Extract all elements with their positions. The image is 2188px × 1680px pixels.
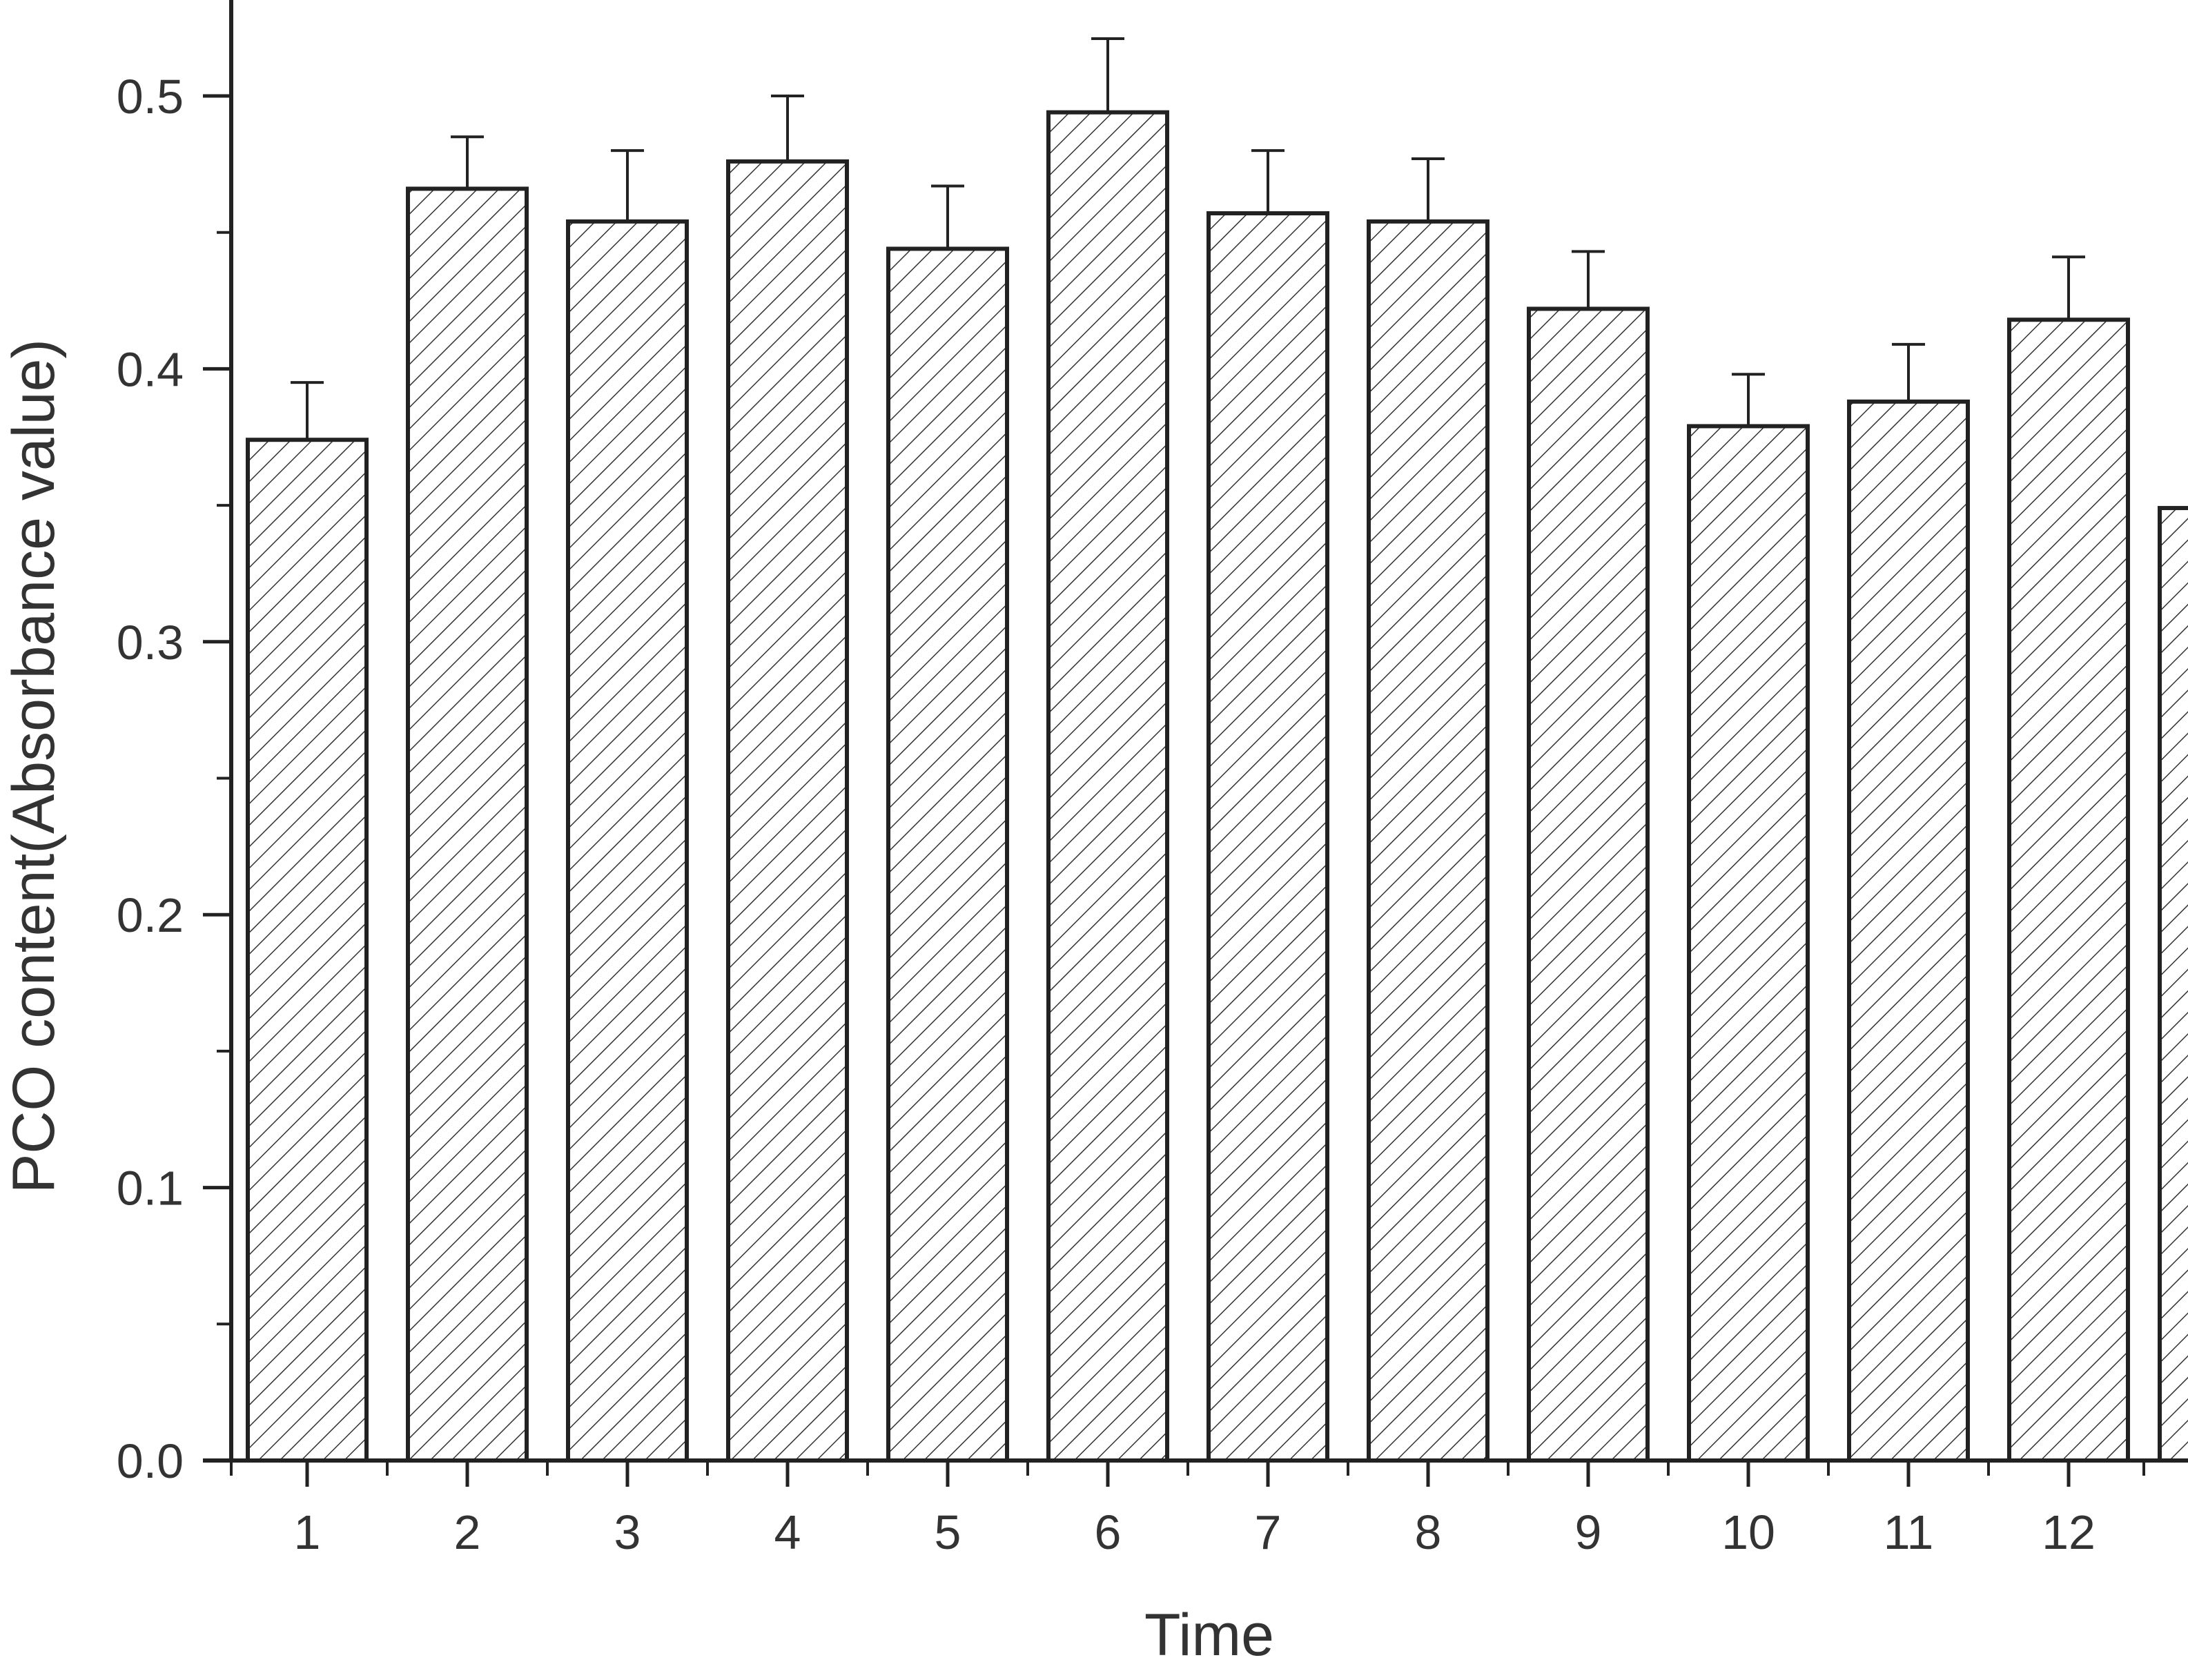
- y-tick-label: 0.1: [117, 1162, 184, 1215]
- bar-11: [1847, 399, 1970, 1463]
- x-tick-label: 7: [1255, 1505, 1282, 1559]
- bar-7: [1207, 211, 1329, 1463]
- y-tick-label: 0.0: [117, 1434, 184, 1488]
- bar-3: [566, 219, 689, 1463]
- bar-10: [1687, 424, 1810, 1463]
- error-bars-group: [291, 37, 2085, 440]
- x-tick-label: 10: [1721, 1505, 1775, 1559]
- bar-1: [246, 438, 369, 1463]
- bar-5: [886, 246, 1009, 1463]
- y-axis-title: PCO content(Absorbance value): [1, 339, 67, 1193]
- x-tick-label: 5: [935, 1505, 961, 1559]
- x-tick-label: 4: [774, 1505, 801, 1559]
- x-tick-label: 12: [2042, 1505, 2096, 1559]
- bar-4: [726, 159, 849, 1463]
- bar-8: [1367, 219, 1489, 1463]
- y-tick-label: 0.3: [117, 616, 184, 670]
- bar-13: [2158, 506, 2188, 1463]
- x-tick-label: 6: [1095, 1505, 1122, 1559]
- bar-6: [1046, 110, 1169, 1463]
- x-tick-label: 3: [614, 1505, 641, 1559]
- bars-group: [246, 110, 2188, 1463]
- axes-group: [203, 0, 2185, 1487]
- y-tick-label: 0.2: [117, 888, 184, 942]
- y-tick-label: 0.5: [117, 70, 184, 124]
- x-tick-label: 2: [454, 1505, 481, 1559]
- x-tick-label: 8: [1415, 1505, 1442, 1559]
- labels-group: 0.00.10.20.30.40.512345678910111213: [117, 70, 2096, 1559]
- bar-9: [1527, 306, 1650, 1463]
- bar-12: [2007, 318, 2130, 1463]
- x-tick-label: 11: [1884, 1505, 1934, 1559]
- x-tick-label: 1: [294, 1505, 321, 1559]
- x-tick-label: 9: [1575, 1505, 1602, 1559]
- bar-2: [406, 186, 529, 1463]
- x-axis-title: Time: [1144, 1602, 1274, 1668]
- y-tick-label: 0.4: [117, 342, 184, 396]
